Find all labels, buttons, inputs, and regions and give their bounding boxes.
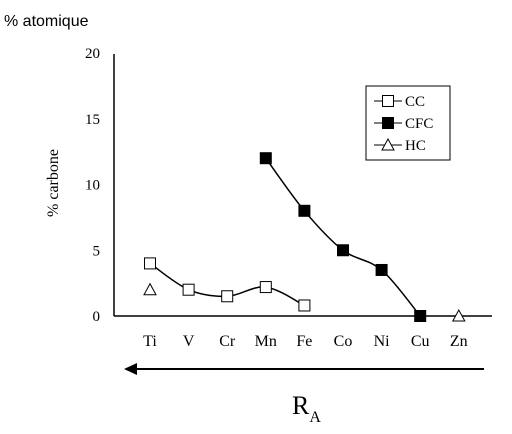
x-axis-title: RA [292,391,321,426]
legend-label-cc: CC [405,94,425,110]
data-series [143,152,466,322]
legend-label-hc: HC [405,138,426,154]
series-cfc [259,152,427,322]
direction-arrow-head [124,363,137,375]
legend-swatch-hc [381,137,395,151]
legend-swatch-cc [382,95,394,107]
y-tick-label: 15 [85,112,100,128]
series-cfc-line [265,157,421,317]
x-tick-label: Fe [296,333,312,350]
x-tick-label: Mn [255,333,277,350]
series-hc-point [143,282,157,296]
series-hc [143,282,466,322]
x-tick-label: V [183,333,195,350]
y-tick-label: 10 [85,178,100,194]
series-cc-point [259,281,272,294]
series-hc-point [451,308,466,322]
legend-items: CC CFC HC [374,94,433,154]
x-tick-label: Ti [143,333,157,350]
x-tick-label: Cu [411,333,430,350]
x-axis-title-main: R [292,391,310,420]
legend-item-cfc: CFC [374,116,433,132]
x-tick-label: Cr [219,333,236,350]
x-tick-label: Zn [450,333,468,350]
legend-item-cc: CC [374,94,425,110]
y-tick-label: 20 [85,46,100,62]
series-cc-point [221,290,234,303]
x-axis-title-subscript: A [309,409,321,426]
series-cfc-point [375,263,388,276]
x-ticks: Ti V Cr Mn Fe Co Ni Cu Zn [143,333,468,350]
y-ticks: 0 5 10 15 20 [85,46,100,325]
y-tick-label: 0 [93,309,101,325]
legend-swatch-cfc [382,117,394,129]
series-cc-point [298,299,311,312]
x-tick-label: Ni [374,333,391,350]
legend-item-hc: HC [374,137,426,154]
x-tick-label: Co [334,333,353,350]
legend-label-cfc: CFC [405,116,433,132]
series-cfc-point [298,204,311,217]
y-tick-label: 5 [93,243,101,259]
series-cfc-point [259,152,272,165]
unit-label: % atomique [4,13,89,30]
series-cc-point [144,257,156,270]
series-cc [144,257,311,312]
series-cc-point [182,283,195,296]
legend: CC CFC HC [365,85,451,161]
series-cfc-point [414,310,427,322]
series-cfc-point [337,244,349,257]
y-axis-title: % carbone [45,149,62,217]
